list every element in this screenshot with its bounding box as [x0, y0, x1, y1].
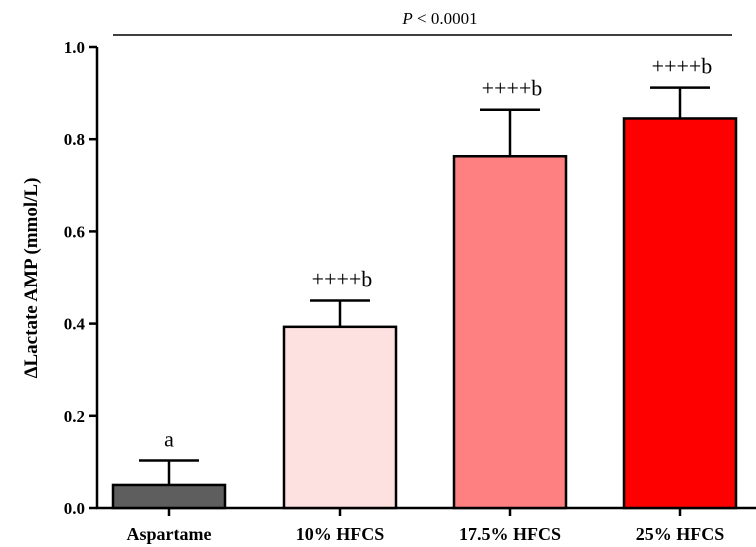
bar	[452, 155, 568, 510]
y-ticks-group: 0.0 0.2 0.4 0.6 0.8 1.0	[64, 38, 97, 518]
bar-annotation: ++++b	[652, 54, 713, 79]
bars-group: a ++++b ++++b ++++b	[111, 54, 738, 510]
x-labels-group: Aspartame 10% HFCS 17.5% HFCS 25% HFCS	[127, 508, 725, 544]
y-axis-title: ΔLactate AMP (mmol/L)	[21, 178, 42, 379]
x-category-label: 17.5% HFCS	[459, 524, 561, 544]
bar	[282, 325, 398, 510]
y-tick-label: 0.4	[64, 315, 86, 334]
x-category-label: 25% HFCS	[636, 524, 725, 544]
x-category-label: 10% HFCS	[296, 524, 385, 544]
p-value-label: P < 0.0001	[401, 9, 477, 28]
p-symbol: P	[401, 9, 412, 28]
bar-annotation: ++++b	[312, 267, 373, 292]
bar	[111, 483, 227, 510]
p-value-text: < 0.0001	[413, 9, 478, 28]
y-tick-label: 0.0	[64, 499, 85, 518]
y-tick-label: 0.2	[64, 407, 85, 426]
y-tick-label: 1.0	[64, 38, 85, 57]
bar-annotation: ++++b	[482, 76, 543, 101]
bar-annotation: a	[164, 427, 174, 452]
y-tick-label: 0.8	[64, 130, 85, 149]
x-category-label: Aspartame	[127, 524, 212, 544]
bar	[622, 117, 738, 510]
y-tick-label: 0.6	[64, 222, 85, 241]
